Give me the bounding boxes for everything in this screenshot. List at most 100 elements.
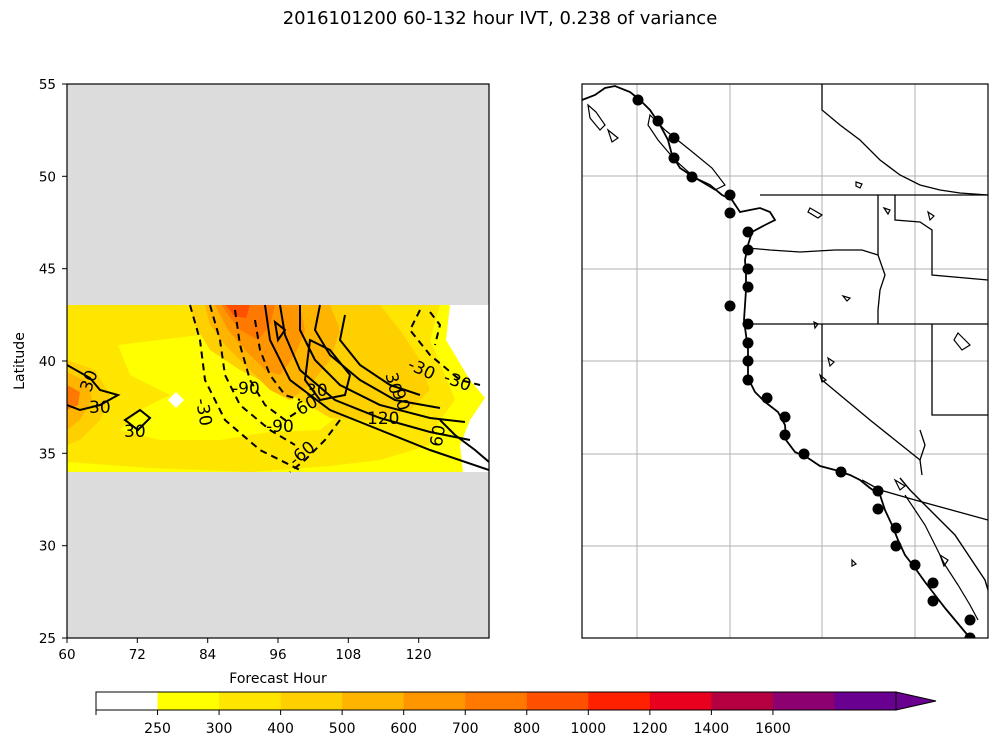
colorbar-segment	[834, 692, 897, 710]
ivt-fill-white-spot	[168, 392, 184, 408]
colorbar-segment	[588, 692, 651, 710]
station-marker	[872, 485, 884, 497]
contour-pos-5	[299, 305, 466, 423]
nv-ut-border	[931, 324, 988, 416]
station-marker	[742, 244, 754, 256]
island-small	[938, 553, 949, 568]
colorbar-tick-label: 400	[267, 721, 294, 737]
colorbar-segment	[465, 692, 528, 710]
station-marker	[798, 448, 810, 460]
contour-pos-10	[439, 419, 489, 463]
vancouver-island	[647, 113, 726, 191]
colorbar-tick-label: 500	[329, 721, 356, 737]
station-marker	[927, 595, 939, 607]
station-marker	[742, 337, 754, 349]
station-marker	[742, 263, 754, 275]
az-border	[919, 429, 926, 461]
y-axis: 25 30 35 40 45 50 55 Latitude	[12, 77, 67, 647]
x-tick-label: 72	[129, 647, 146, 663]
station-marker	[964, 632, 976, 638]
x-axis: 60 72 84 96 108 120 Forecast Hour	[58, 638, 432, 687]
station-marker	[890, 522, 902, 534]
station-marker	[632, 94, 644, 106]
station-marker	[779, 429, 791, 441]
y-tick-label: 40	[39, 354, 56, 370]
y-tick-label: 50	[39, 169, 56, 185]
colorbar-tick-label: 1200	[632, 721, 668, 737]
lake	[807, 207, 824, 219]
station-marker	[890, 540, 902, 552]
station-marker	[742, 226, 754, 238]
contour-pos-3	[264, 304, 489, 471]
colorbar-tick-label: 600	[390, 721, 417, 737]
y-tick-label: 45	[39, 262, 56, 278]
colorbar-frame	[95, 691, 897, 711]
contour-neg-2	[209, 304, 296, 446]
station-marker	[761, 392, 773, 404]
x-axis-label: Forecast Hour	[229, 671, 327, 687]
station-marker	[742, 318, 754, 330]
contour-pos-1	[67, 364, 121, 412]
colorbar-tick-label: 250	[144, 721, 171, 737]
station-marker	[909, 559, 921, 571]
contour-pos-4	[279, 304, 471, 441]
island-small	[851, 558, 858, 567]
x-tick-label: 96	[269, 647, 286, 663]
contour-pos-7	[338, 314, 421, 396]
map-frame	[581, 83, 989, 639]
negative-contours	[189, 304, 481, 473]
colorbar-tick-label: 1000	[570, 721, 606, 737]
island-small	[606, 128, 620, 143]
colorbar-segment	[526, 692, 589, 710]
contour-neg-3	[234, 309, 301, 422]
colorbar-tick-label: 700	[452, 721, 479, 737]
contour-neg-1	[189, 304, 301, 471]
gulf-of-california-coast	[899, 477, 988, 591]
colorbar-segment	[219, 692, 282, 710]
contour-label: 30	[124, 422, 146, 442]
station-marker	[742, 281, 754, 293]
contour-neg-6	[408, 309, 481, 386]
station-marker	[964, 614, 976, 626]
y-axis-label: Latitude	[12, 332, 28, 390]
contour-label: 60	[427, 424, 450, 449]
colorbar-ticks: 250 300 400 500 600 700 800 1000 1200 1400 1600	[95, 710, 791, 737]
colorbar-segment	[649, 692, 712, 710]
colorbar-tick-label: 800	[513, 721, 540, 737]
ivt-fill-left-edge-400	[67, 372, 92, 430]
lake	[813, 320, 819, 330]
id-mt-border	[877, 254, 886, 324]
id-mt-upper	[894, 195, 988, 281]
contour-label: -90	[266, 417, 294, 437]
colorbar-segment	[342, 692, 405, 710]
station-marker	[742, 355, 754, 367]
y-tick-label: 55	[39, 77, 56, 93]
contour-label: -90	[232, 379, 260, 399]
lake	[841, 294, 852, 302]
colorbar-segment	[772, 692, 835, 710]
ivt-fill-800	[226, 305, 250, 318]
station-markers	[632, 94, 976, 638]
island-small	[827, 356, 835, 368]
y-tick-label: 25	[39, 631, 56, 647]
x-tick-label: 108	[335, 647, 361, 663]
right-panel-map	[581, 83, 989, 639]
colorbar-tick-label: 1600	[755, 721, 791, 737]
colorbar-segment	[96, 692, 159, 710]
station-marker	[724, 207, 736, 219]
station-marker	[724, 189, 736, 201]
contour-neg-5	[289, 419, 341, 473]
us-mexico-border	[861, 479, 988, 521]
station-marker	[872, 503, 884, 515]
colorbar-tick-label: 1400	[694, 721, 730, 737]
islands	[587, 103, 971, 568]
contour-neg-7	[429, 311, 442, 346]
ivt-fill-left-edge-600	[67, 385, 80, 410]
station-marker	[668, 152, 680, 164]
figure-title: 2016101200 60-132 hour IVT, 0.238 of var…	[282, 8, 718, 29]
station-marker	[668, 132, 680, 144]
lake	[855, 181, 863, 189]
lake	[893, 478, 907, 491]
colorbar-segment	[711, 692, 774, 710]
